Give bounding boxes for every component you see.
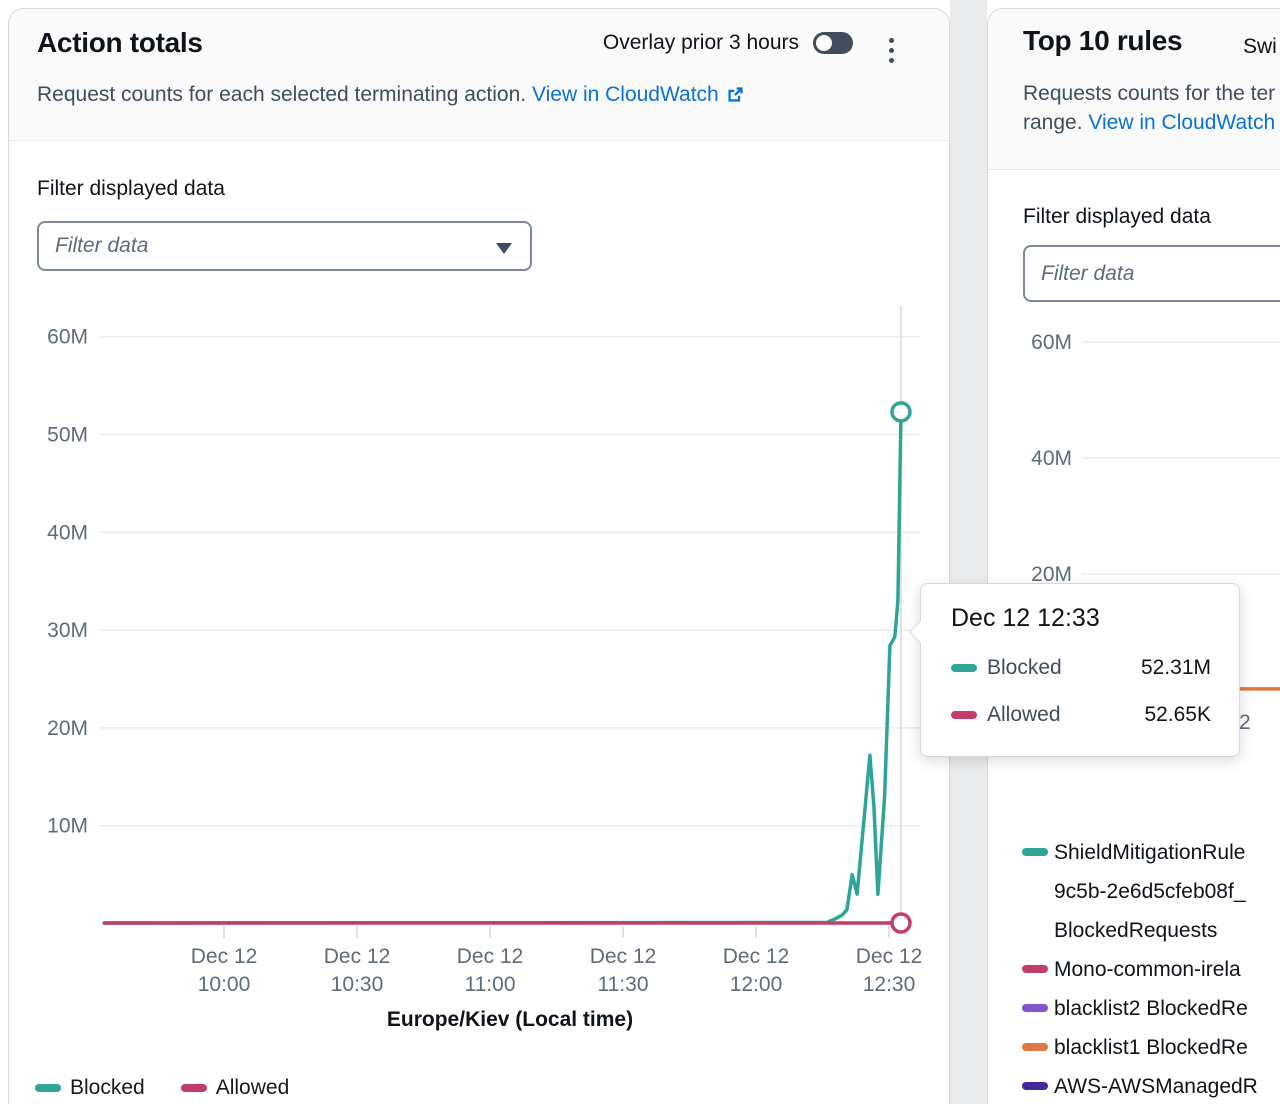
tooltip-series-label: Allowed xyxy=(987,702,1061,726)
panel-description-text: Request counts for each selected termina… xyxy=(37,83,527,106)
overlay-toggle-label: Overlay prior 3 hours xyxy=(602,31,799,54)
external-link-icon xyxy=(726,85,745,110)
cloudwatch-link[interactable]: View in CloudWatch xyxy=(531,83,719,106)
filter-data-placeholder: Filter data xyxy=(55,234,149,257)
rule-legend-line: AWS-AWSManagedR xyxy=(1054,1075,1258,1098)
chart-tooltip: Dec 12 12:33 Blocked 52.31M Allowed 52.65K xyxy=(908,583,1240,757)
tooltip-row: Allowed 52.65K xyxy=(951,700,1211,729)
rule-legend-item[interactable]: blacklist2 BlockedRe xyxy=(1022,989,1280,1028)
legend-item-allowed[interactable]: Allowed xyxy=(180,1076,290,1100)
action-totals-panel: Action totals Overlay prior 3 hours Requ… xyxy=(8,8,950,1104)
tooltip-rows: Blocked 52.31M Allowed 52.65K xyxy=(951,653,1211,729)
rule-legend-line: ShieldMitigationRule xyxy=(1054,841,1246,864)
legend-dash-icon xyxy=(35,1084,61,1092)
kebab-menu-icon[interactable] xyxy=(881,33,901,67)
legend-label: Allowed xyxy=(215,1076,290,1099)
rule-legend-line: Mono-common-irela xyxy=(1054,958,1241,981)
page-title: Action totals xyxy=(37,27,203,58)
description-line1: Requests counts for the ter xyxy=(1023,82,1276,105)
description-line2: range. xyxy=(1023,111,1083,134)
tooltip-series-label: Blocked xyxy=(987,655,1062,679)
tooltip-series-dash-icon xyxy=(951,663,977,672)
rule-legend-item[interactable]: AWS-AWSManagedR xyxy=(1022,1067,1280,1104)
switch-link[interactable]: Swi xyxy=(1243,35,1277,58)
tooltip-series-value: 52.31M xyxy=(1140,655,1211,679)
panel-description: Request counts for each selected termina… xyxy=(37,83,745,110)
legend-dash-icon xyxy=(180,1084,207,1092)
dropdown-caret-icon xyxy=(496,243,512,254)
legend-dash-icon xyxy=(1022,1082,1048,1090)
action-totals-legend: Blocked Allowed xyxy=(35,1076,289,1100)
rule-legend-item[interactable]: ShieldMitigationRule 9c5b-2e6d5cfeb08f_ Bl… xyxy=(1022,833,1280,950)
legend-dash-icon xyxy=(1022,965,1048,973)
tooltip-title: Dec 12 12:33 xyxy=(951,604,1100,632)
top-10-rules-title: Top 10 rules xyxy=(1023,25,1183,56)
rule-legend-line: BlockedRequests xyxy=(1054,919,1218,942)
legend-dash-icon xyxy=(1022,1004,1048,1012)
tooltip-series-value: 52.65K xyxy=(1144,702,1211,726)
filter-displayed-data-label-right: Filter displayed data xyxy=(1023,205,1211,228)
top-10-rules-header: Top 10 rules Swi Requests counts for the… xyxy=(988,9,1280,170)
top-10-rules-description: Requests counts for the ter range. View … xyxy=(1023,79,1280,137)
rule-legend-line: 9c5b-2e6d5cfeb08f_ xyxy=(1054,880,1246,903)
filter-data-select-right[interactable]: Filter data xyxy=(1023,245,1280,302)
rule-legend-line: blacklist2 BlockedRe xyxy=(1054,997,1248,1020)
rule-legend-item[interactable]: Mono-common-irela xyxy=(1022,950,1280,989)
tooltip-series-dash-icon xyxy=(951,710,977,719)
legend-dash-icon xyxy=(1022,1043,1048,1051)
tooltip-row: Blocked 52.31M xyxy=(951,653,1211,682)
filter-displayed-data-label: Filter displayed data xyxy=(37,177,225,200)
top-10-rules-panel: Top 10 rules Swi Requests counts for the… xyxy=(987,8,1280,1104)
top-10-rules-legend: ShieldMitigationRule 9c5b-2e6d5cfeb08f_ Bl… xyxy=(1022,833,1280,1104)
legend-dash-icon xyxy=(1022,848,1048,856)
rule-legend-item[interactable]: blacklist1 BlockedRe xyxy=(1022,1028,1280,1067)
cloudwatch-link-right[interactable]: View in CloudWatch xyxy=(1088,111,1276,134)
filter-data-select[interactable]: Filter data xyxy=(37,221,532,271)
overlay-toggle-group: Overlay prior 3 hours xyxy=(603,31,853,55)
action-totals-header: Action totals Overlay prior 3 hours Requ… xyxy=(9,9,949,141)
overlay-toggle[interactable] xyxy=(813,32,853,54)
panel-gap xyxy=(950,0,987,1104)
x-axis-title: Europe/Kiev (Local time) xyxy=(386,1008,634,1031)
filter-data-placeholder-right: Filter data xyxy=(1041,262,1135,285)
legend-item-blocked[interactable]: Blocked xyxy=(35,1076,145,1100)
toggle-knob xyxy=(816,35,832,51)
rule-legend-line: blacklist1 BlockedRe xyxy=(1054,1036,1248,1059)
legend-label: Blocked xyxy=(70,1076,145,1099)
